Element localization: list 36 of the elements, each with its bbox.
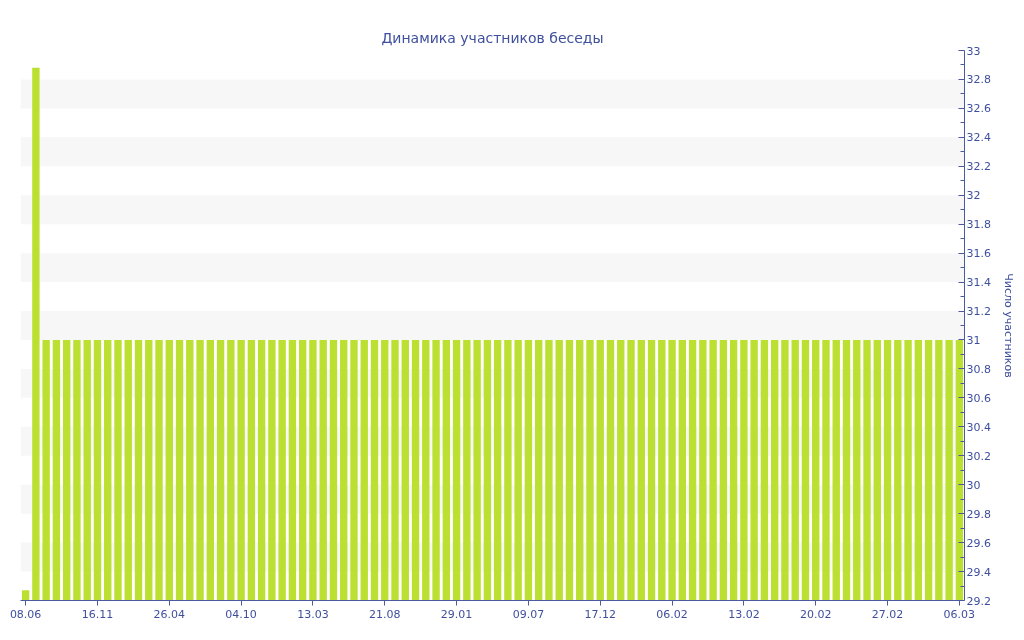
y-tick-label: 30 (966, 478, 981, 492)
x-tick-label: 27.02 (871, 607, 904, 621)
x-tick-label: 08.06 (9, 607, 42, 621)
y-tick-label: 30.6 (966, 391, 991, 405)
x-tick-label: 13.02 (728, 607, 760, 621)
y-tick-label: 30.2 (966, 449, 991, 463)
y-tick-label: 30.4 (966, 420, 991, 434)
x-tick-label: 20.02 (799, 607, 832, 621)
y-tick-label: 29.8 (966, 507, 991, 521)
y-tick-label: 31.4 (966, 276, 991, 290)
x-tick-label: 09.07 (512, 607, 545, 621)
x-tick-label: 04.10 (225, 607, 257, 621)
y-tick-label: 31 (966, 333, 981, 347)
x-tick-label: 26.04 (153, 607, 186, 621)
y-tick-label: 33 (966, 44, 981, 58)
x-tick-label: 17.12 (584, 607, 616, 621)
y-tick-label: 29.2 (966, 594, 991, 608)
x-tick-label: 21.08 (369, 607, 401, 621)
chart-title: Динамика участников беседы (381, 29, 604, 46)
y-axis-title: Число участников (1001, 273, 1015, 378)
y-tick-label: 30.8 (966, 362, 991, 376)
y-tick-label: 32.4 (966, 131, 991, 145)
x-tick-label: 06.02 (656, 607, 688, 621)
y-tick-label: 31.6 (966, 247, 991, 261)
y-tick-label: 32.6 (966, 102, 991, 116)
x-tick-label: 06.03 (943, 607, 976, 621)
y-tick-label: 29.4 (966, 565, 991, 579)
y-tick-label: 32.8 (966, 73, 991, 87)
x-tick-label: 16.11 (81, 607, 114, 621)
x-tick-label: 29.01 (440, 607, 473, 621)
y-tick-label: 31.2 (966, 305, 991, 319)
y-tick-label: 32 (966, 189, 981, 203)
y-tick-label: 29.6 (966, 536, 991, 550)
y-tick-label: 32.2 (966, 160, 991, 174)
x-tick-label: 13.03 (297, 607, 329, 621)
y-tick-label: 31.8 (966, 218, 991, 232)
